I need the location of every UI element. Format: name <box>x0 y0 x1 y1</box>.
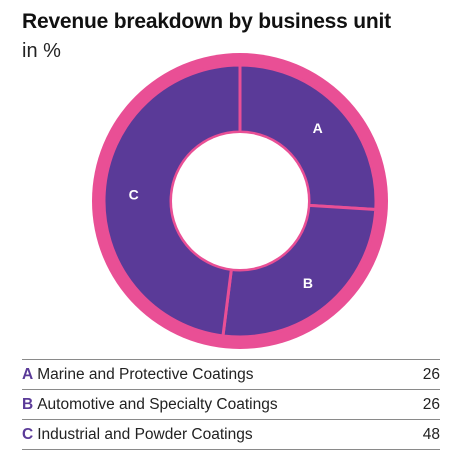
donut-segment-a <box>238 63 378 212</box>
segment-label-b: B <box>303 275 313 291</box>
legend-letter: B <box>22 395 34 413</box>
legend-value: 48 <box>422 425 440 443</box>
donut-chart: A B C <box>92 53 388 349</box>
legend-row-c: C Industrial and Powder Coatings 48 <box>22 419 440 450</box>
legend-value: 26 <box>422 395 440 413</box>
legend-letter: A <box>22 365 34 383</box>
segment-label-c: C <box>129 186 139 202</box>
legend-row-b: B Automotive and Specialty Coatings 26 <box>22 389 440 419</box>
legend-value: 26 <box>422 365 440 383</box>
donut-segment-b <box>221 203 378 339</box>
legend-row-a: A Marine and Protective Coatings 26 <box>22 359 440 389</box>
legend-label: Automotive and Specialty Coatings <box>37 395 278 413</box>
legend-label: Marine and Protective Coatings <box>37 365 254 383</box>
legend-letter: C <box>22 425 34 443</box>
chart-title: Revenue breakdown by business unit <box>22 10 391 33</box>
legend-label: Industrial and Powder Coatings <box>37 425 253 443</box>
legend-table: A Marine and Protective Coatings 26 B Au… <box>22 359 440 450</box>
segment-label-a: A <box>313 120 323 136</box>
chart-subtitle: in % <box>22 40 61 62</box>
donut-hole <box>172 133 308 269</box>
donut-segment-c <box>102 63 242 338</box>
